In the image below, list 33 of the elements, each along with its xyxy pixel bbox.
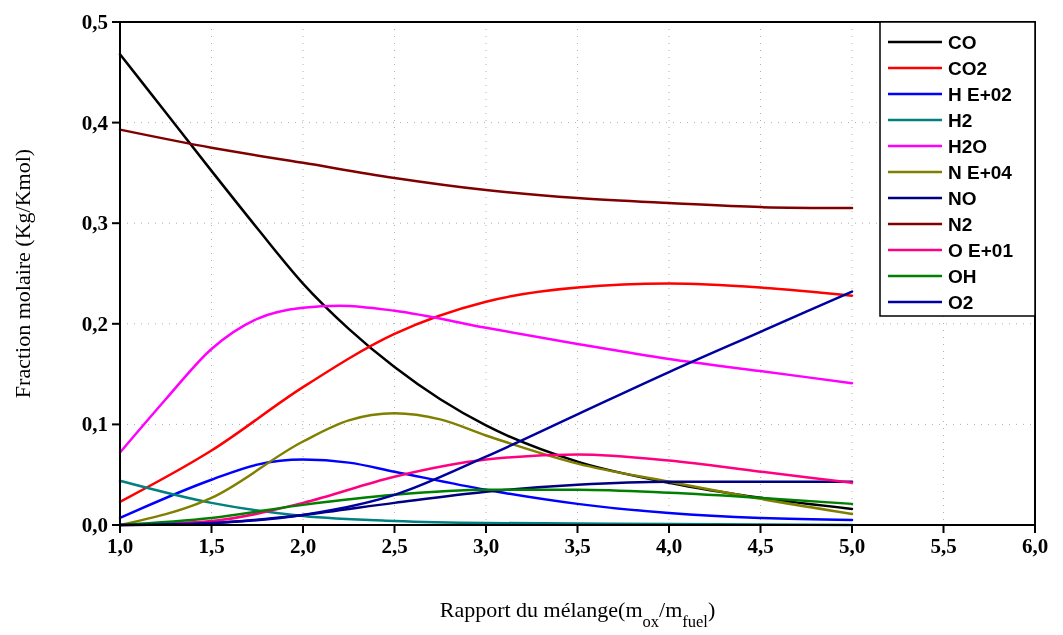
legend-label: N2 [948,214,973,235]
legend-label: H2O [948,136,988,157]
legend-label: H E+02 [948,84,1012,105]
x-tick-label: 6,0 [1021,534,1049,558]
legend-label: O E+01 [948,240,1014,261]
legend-label: O2 [948,292,974,313]
y-tick-label: 0,0 [81,513,108,537]
y-axis-title: Fraction molaire (Kg/Kmol) [10,148,35,399]
x-tick-label: 5,0 [838,534,866,558]
x-tick-label: 4,0 [655,534,683,558]
x-tick-label: 2,0 [289,534,317,558]
y-tick-label: 0,1 [81,412,108,437]
legend-label: NO [948,188,977,209]
x-tick-label: 1,5 [198,534,225,558]
y-tick-label: 0,5 [81,10,108,34]
x-tick-label: 1,0 [106,534,134,558]
legend-label: CO [948,32,977,53]
legend-label: N E+04 [948,162,1013,183]
line-series [118,412,854,527]
x-tick-label: 3,5 [564,534,591,558]
line-series [118,304,854,454]
x-tick-label: 2,5 [381,534,408,558]
y-tick-label: 0,2 [81,311,108,336]
y-tick-label: 0,3 [81,211,108,236]
x-axis-title: Rapport du mélange(m$_{ox}$/m$_{fuel}$) [439,597,716,631]
legend-label: H2 [948,110,973,131]
legend-label: OH [948,266,977,287]
x-tick-label: 4,5 [747,534,774,558]
line-series [118,128,854,210]
x-tick-label: 3,0 [472,534,500,558]
x-tick-label: 5,5 [930,534,957,558]
legend-label: CO2 [948,58,988,79]
y-tick-label: 0,4 [81,110,109,135]
